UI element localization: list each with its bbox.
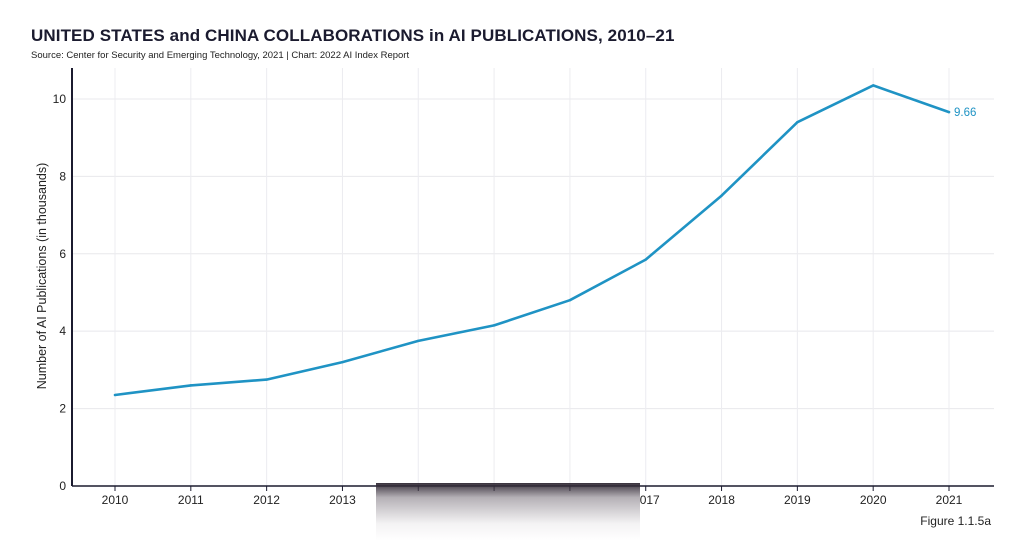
- data-point: [492, 324, 496, 327]
- x-tick-label: 2019: [784, 493, 811, 507]
- data-point: [341, 360, 344, 364]
- data-points: [113, 84, 951, 397]
- series-line: [113, 84, 951, 397]
- x-tick-label: 2012: [253, 493, 280, 507]
- y-tick-labels: 0 2 4 6 8 10: [53, 92, 67, 493]
- series-lines: [113, 84, 951, 397]
- x-tick-label: 2021: [936, 493, 963, 507]
- data-point: [720, 194, 723, 197]
- x-tick-label: 2010: [102, 493, 129, 507]
- data-point: [189, 384, 193, 387]
- y-tick-label: 2: [59, 402, 66, 416]
- data-point: [947, 110, 951, 114]
- data-point: [417, 339, 420, 343]
- data-point: [113, 393, 117, 397]
- y-tick-label: 10: [53, 92, 67, 106]
- chart-title: UNITED STATES and CHINA COLLABORATIONS i…: [31, 26, 675, 45]
- data-point: [796, 120, 799, 124]
- grid-lines: [72, 68, 994, 486]
- data-point: [568, 299, 572, 302]
- x-tick-label: 017: [640, 493, 660, 507]
- y-tick-label: 0: [59, 479, 66, 493]
- y-tick-label: 8: [59, 169, 66, 183]
- end-value-label: 9.66: [954, 107, 976, 119]
- data-point: [644, 258, 647, 261]
- y-tick-label: 4: [59, 324, 66, 338]
- y-axis-title: Number of AI Publications (in thousands): [35, 163, 49, 390]
- chart-source: Source: Center for Security and Emerging…: [31, 50, 410, 61]
- data-point: [265, 378, 268, 381]
- image-occlusion: [376, 483, 640, 541]
- x-tick-label: 2018: [708, 493, 735, 507]
- x-tick-label: 2013: [329, 493, 356, 507]
- x-tick-labels: 2010 2011 2012 2013 017 2018 2019 2020 2021: [102, 493, 963, 507]
- x-tick-label: 2020: [860, 493, 887, 507]
- figure-label: Figure 1.1.5a: [920, 514, 991, 528]
- axes: [71, 68, 994, 491]
- y-tick-label: 6: [59, 247, 66, 261]
- data-point: [871, 84, 875, 87]
- data-labels: 9.66: [954, 107, 976, 119]
- x-tick-label: 2011: [178, 493, 204, 507]
